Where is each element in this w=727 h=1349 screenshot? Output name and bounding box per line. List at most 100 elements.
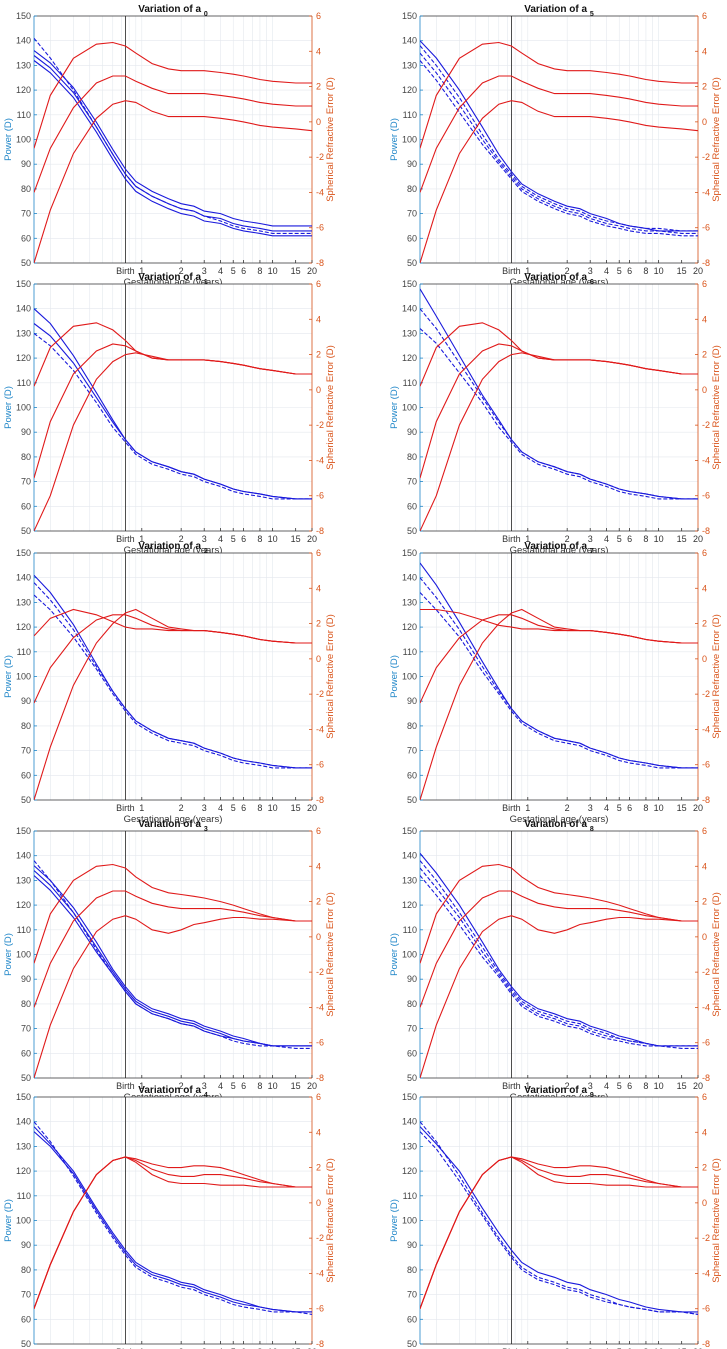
y-left-tick-label: 70: [407, 746, 417, 756]
x-tick-label: 5: [231, 803, 236, 813]
refraction-series-line: [420, 608, 698, 800]
y-left-tick-label: 60: [407, 501, 417, 511]
refraction-series-line: [420, 352, 698, 531]
y-right-tick-label: 6: [702, 11, 707, 21]
y-left-tick-label: 150: [16, 279, 31, 289]
y-right-tick-label: 2: [316, 619, 321, 629]
y-right-tick-label: 6: [316, 11, 321, 21]
y-right-tick-label: 4: [316, 46, 321, 56]
chart-title: Variation of a 3: [138, 819, 208, 833]
y-left-tick-label: 60: [407, 233, 417, 243]
chart-panel-a1: 5060708090100110120130140150-8-6-4-20246…: [3, 272, 336, 556]
chart-panel-a2: 5060708090100110120130140150-8-6-4-20246…: [3, 541, 336, 825]
y-left-tick-label: 60: [407, 1048, 417, 1058]
y-right-tick-label: -4: [316, 1002, 324, 1012]
y-left-tick-label: 80: [21, 1265, 31, 1275]
y-right-tick-label: -2: [316, 152, 324, 162]
y-right-tick-label: 6: [316, 1092, 321, 1102]
chart-title-subscript: 5: [590, 11, 594, 18]
x-tick-label: 8: [257, 266, 262, 276]
y-left-tick-label: 130: [16, 597, 31, 607]
y-left-tick-label: 70: [407, 1024, 417, 1034]
y-left-tick-label: 80: [407, 452, 417, 462]
chart-title-subscript: 3: [204, 826, 208, 833]
x-tick-label: 15: [677, 1081, 687, 1091]
y-left-tick-label: 130: [16, 60, 31, 70]
y-right-tick-label: -6: [702, 1304, 710, 1314]
y-left-tick-label: 70: [21, 1290, 31, 1300]
y-left-tick-label: 90: [407, 427, 417, 437]
y-right-tick-label: 2: [702, 82, 707, 92]
x-tick-label: 3: [588, 1347, 593, 1349]
x-tick-label: 8: [643, 1347, 648, 1349]
x-tick-label: 1: [139, 1081, 144, 1091]
y-right-tick-label: -8: [316, 1339, 324, 1349]
x-tick-label: 15: [291, 534, 301, 544]
x-tick-label: 2: [565, 803, 570, 813]
y-left-tick-label: 100: [16, 135, 31, 145]
y-right-tick-label: -4: [702, 1268, 710, 1278]
x-tick-label: 8: [643, 803, 648, 813]
y-left-tick-label: 120: [16, 353, 31, 363]
x-axis-label: Gestational age (years): [510, 277, 609, 288]
x-tick-label: 2: [565, 1081, 570, 1091]
power-series-line: [420, 328, 698, 500]
x-tick-label: 2: [179, 1347, 184, 1349]
power-series-line: [420, 52, 698, 234]
y-right-tick-label: -4: [702, 724, 710, 734]
y-left-tick-label: 90: [407, 696, 417, 706]
y-right-tick-label: 4: [702, 46, 707, 56]
y-left-tick-label: 140: [402, 36, 417, 46]
x-tick-label: 10: [654, 1347, 664, 1349]
chart-title-subscript: 7: [590, 548, 594, 555]
x-tick-label: 8: [257, 534, 262, 544]
y-right-tick-label: -8: [702, 1073, 710, 1083]
y-left-tick-label: 150: [16, 826, 31, 836]
y-right-tick-label: 0: [316, 117, 321, 127]
refraction-series-line: [420, 915, 698, 1078]
y-left-tick-label: 50: [21, 1073, 31, 1083]
y-left-tick-label: 150: [16, 548, 31, 558]
x-tick-label: 15: [291, 266, 301, 276]
x-tick-label: 10: [654, 803, 664, 813]
x-tick-label: 2: [179, 534, 184, 544]
y-right-tick-label: -4: [316, 1268, 324, 1278]
y-left-tick-label: 100: [402, 1216, 417, 1226]
refraction-series-line: [420, 1156, 698, 1309]
refraction-series-line: [34, 352, 312, 531]
y-right-tick-label: -2: [702, 152, 710, 162]
y-left-tick-label: 120: [16, 85, 31, 95]
x-axis-label: Gestational age (years): [510, 814, 609, 825]
chart-panel-a3: 5060708090100110120130140150-8-6-4-20246…: [3, 819, 336, 1103]
y-left-tick-label: 90: [21, 974, 31, 984]
y-left-tick-label: 110: [17, 1191, 31, 1201]
y-right-tick-label: -2: [316, 420, 324, 430]
y-left-tick-label: 70: [21, 1024, 31, 1034]
y-left-tick-label: 100: [16, 950, 31, 960]
y-left-tick-label: 130: [402, 1141, 417, 1151]
y-left-tick-label: 60: [407, 1314, 417, 1324]
y-right-tick-label: 4: [316, 1127, 321, 1137]
x-tick-label: 4: [218, 1081, 223, 1091]
chart-title-text: Variation of a: [524, 541, 590, 552]
x-tick-label: 10: [268, 803, 278, 813]
y-right-tick-label: -4: [702, 455, 710, 465]
y-left-tick-label: 120: [402, 1166, 417, 1176]
x-tick-label: 20: [307, 1347, 317, 1349]
y-left-tick-label: 80: [21, 999, 31, 1009]
y-left-tick-label: 90: [407, 974, 417, 984]
y-right-axis-label: Spherical Refractive Error (D): [711, 1158, 722, 1283]
x-tick-label: 8: [257, 1081, 262, 1091]
y-right-axis-label: Spherical Refractive Error (D): [711, 345, 722, 470]
y-left-tick-label: 120: [402, 900, 417, 910]
y-left-axis-label: Power (D): [389, 655, 400, 698]
y-left-tick-label: 50: [21, 795, 31, 805]
x-tick-label: 2: [565, 1347, 570, 1349]
y-left-tick-label: 110: [17, 925, 31, 935]
y-right-axis-label: Spherical Refractive Error (D): [325, 77, 336, 202]
y-right-tick-label: 0: [702, 385, 707, 395]
y-left-tick-label: 100: [402, 403, 417, 413]
y-left-tick-label: 80: [407, 999, 417, 1009]
x-tick-label: 5: [617, 1347, 622, 1349]
y-left-tick-label: 150: [16, 1092, 31, 1102]
